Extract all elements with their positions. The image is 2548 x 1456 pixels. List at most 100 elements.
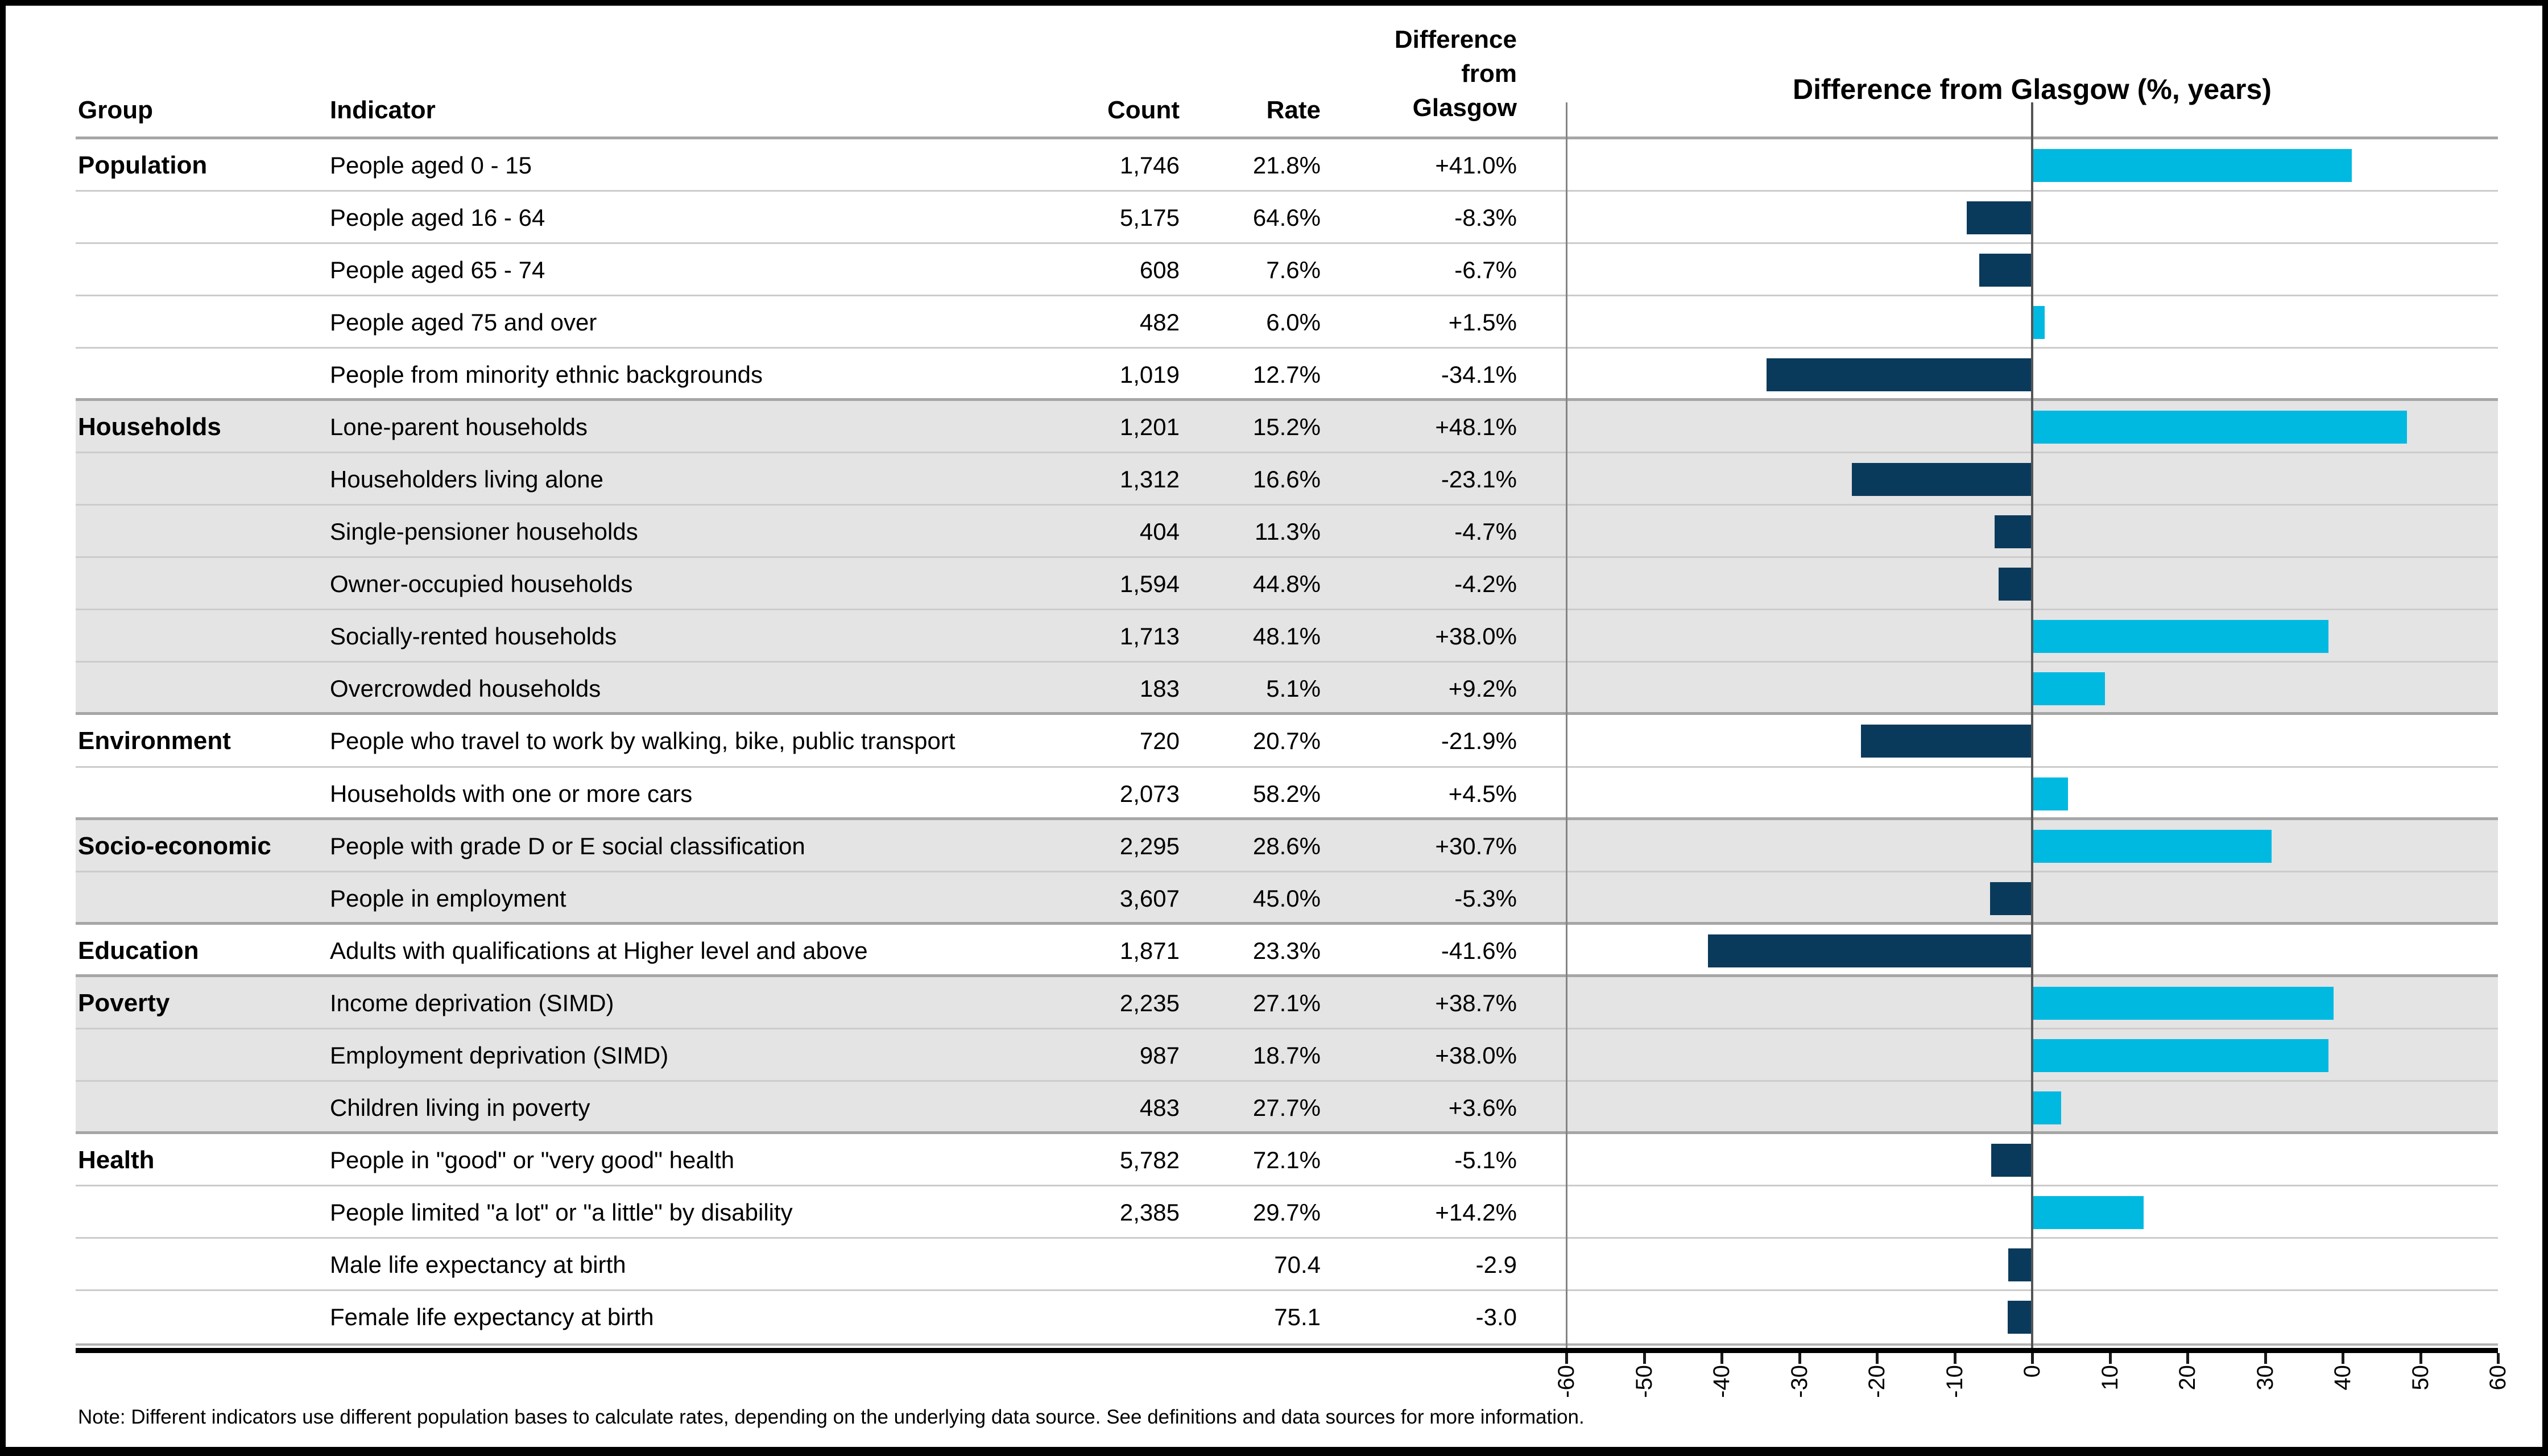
table-row: Poverty Income deprivation (SIMD) 2,235 27.…	[76, 977, 2498, 1029]
row-separator-line	[76, 661, 2498, 663]
axis-tick-label: 10	[2097, 1365, 2123, 1391]
rate-value: 70.4	[1274, 1251, 1321, 1278]
axis-tick-label: 40	[2330, 1365, 2355, 1391]
count-value	[1035, 1291, 1180, 1343]
x-axis-line	[76, 1348, 2498, 1353]
group-separator-line	[76, 921, 2498, 925]
row-separator-line	[76, 242, 2498, 245]
difference-value: +48.1%	[1435, 413, 1517, 441]
difference-bar	[2033, 1039, 2328, 1072]
axis-tick-label: 20	[2175, 1365, 2200, 1391]
row-separator-line	[76, 1079, 2498, 1082]
count-value: 2,073	[1119, 780, 1180, 807]
count-value: 482	[1139, 309, 1180, 336]
count-value: 2,385	[1119, 1198, 1180, 1226]
table-row: Overcrowded households 183 5.1% +9.2%	[76, 663, 2498, 715]
row-separator-line	[76, 347, 2498, 349]
table-row: Male life expectancy at birth 70.4 -2.9	[76, 1239, 2498, 1291]
difference-bar	[2033, 777, 2069, 810]
axis-tick-mark	[1953, 1353, 1956, 1364]
group-name: Socio-economic	[78, 832, 271, 860]
difference-value: -2.9	[1475, 1251, 1517, 1278]
difference-bar	[1708, 934, 2031, 967]
row-separator-line	[76, 1236, 2498, 1239]
indicator-label: Overcrowded households	[330, 675, 601, 702]
difference-bar	[1861, 725, 2031, 758]
count-value: 404	[1139, 518, 1180, 545]
row-separator-line	[76, 1027, 2498, 1029]
chart-title: Difference from Glasgow (%, years)	[1793, 73, 2272, 105]
group-separator-line	[76, 136, 2498, 139]
count-value: 1,713	[1119, 623, 1180, 650]
axis-tick-label: -40	[1709, 1365, 1734, 1398]
difference-value: +4.5%	[1448, 780, 1517, 807]
indicator-label: People aged 75 and over	[330, 309, 597, 336]
axis-tick-label: 50	[2408, 1365, 2433, 1391]
indicator-label: People who travel to work by walking, bi…	[330, 727, 956, 755]
difference-value: -3.0	[1475, 1303, 1517, 1330]
table-row: Employment deprivation (SIMD) 987 18.7% +38…	[76, 1029, 2498, 1082]
row-separator-line	[76, 609, 2498, 611]
axis-tick-label: -20	[1864, 1365, 1889, 1398]
table-row: Single-pensioner households 404 11.3% -4.7%	[76, 506, 2498, 559]
difference-bar	[2033, 672, 2105, 706]
table-row: Socio-economic People with grade D or E s…	[76, 820, 2498, 872]
rate-value: 28.6%	[1252, 832, 1321, 859]
difference-value: +38.0%	[1435, 1041, 1517, 1069]
column-header-group: Group	[78, 96, 153, 124]
rate-value: 44.8%	[1252, 570, 1321, 598]
row-separator-line	[76, 870, 2498, 872]
indicator-label: People aged 65 - 74	[330, 257, 545, 284]
indicator-label: Male life expectancy at birth	[330, 1251, 626, 1278]
indicator-label: People aged 0 - 15	[330, 152, 532, 179]
rate-value: 6.0%	[1266, 309, 1321, 336]
difference-value: -4.2%	[1454, 570, 1517, 598]
row-separator-line	[76, 295, 2498, 297]
column-header-difference: Difference from Glasgow	[1394, 26, 1517, 122]
count-value: 183	[1139, 675, 1180, 702]
axis-tick-mark	[1565, 1353, 1568, 1364]
table-row: Health People in "good" or "very good" he…	[76, 1134, 2498, 1186]
table-row: Children living in poverty 483 27.7% +3.6%	[76, 1081, 2498, 1134]
count-value: 720	[1139, 727, 1180, 755]
rate-value: 75.1	[1274, 1303, 1321, 1330]
table-row: Environment People who travel to work by …	[76, 715, 2498, 767]
axis-tick-label: -50	[1631, 1365, 1657, 1398]
difference-value: +38.7%	[1435, 989, 1517, 1016]
indicator-label: Householders living alone	[330, 466, 603, 493]
group-name: Population	[78, 151, 208, 180]
group-name: Health	[78, 1145, 155, 1174]
group-name: Education	[78, 936, 199, 965]
axis-tick-label: 60	[2485, 1365, 2510, 1391]
rate-value: 15.2%	[1252, 413, 1321, 441]
difference-bar	[1991, 1143, 2031, 1177]
table-row: People limited "a lot" or "a little" by …	[76, 1186, 2498, 1239]
indicator-label: People aged 16 - 64	[330, 204, 545, 231]
indicator-label: Single-pensioner households	[330, 518, 638, 545]
table-row: People aged 75 and over 482 6.0% +1.5%	[76, 296, 2498, 349]
axis-tick-label: -30	[1786, 1365, 1812, 1398]
difference-value: +14.2%	[1435, 1198, 1517, 1226]
table-row: Households with one or more cars 2,073 58.…	[76, 768, 2498, 820]
count-value: 1,746	[1119, 152, 1180, 179]
group-name: Poverty	[78, 988, 170, 1017]
table-row: People in employment 3,607 45.0% -5.3%	[76, 872, 2498, 925]
difference-value: -5.3%	[1454, 884, 1517, 912]
group-separator-line	[76, 712, 2498, 715]
rate-value: 29.7%	[1252, 1198, 1321, 1226]
indicator-label: Adults with qualifications at Higher lev…	[330, 937, 868, 964]
rate-value: 16.6%	[1252, 466, 1321, 493]
difference-bar	[2033, 1091, 2062, 1124]
difference-value: +38.0%	[1435, 623, 1517, 650]
table-row: People from minority ethnic backgrounds 1…	[76, 349, 2498, 401]
difference-bar	[1851, 463, 2031, 497]
difference-bar	[1994, 515, 2031, 549]
indicator-label: Socially-rented households	[330, 623, 617, 650]
difference-value: -6.7%	[1454, 257, 1517, 284]
plot-left-border-line	[1566, 102, 1567, 1348]
count-value: 987	[1139, 1041, 1180, 1069]
axis-tick-mark	[1876, 1353, 1879, 1364]
difference-bar	[2033, 620, 2328, 653]
axis-tick-mark	[1720, 1353, 1723, 1364]
axis-tick-label: -10	[1942, 1365, 1967, 1398]
